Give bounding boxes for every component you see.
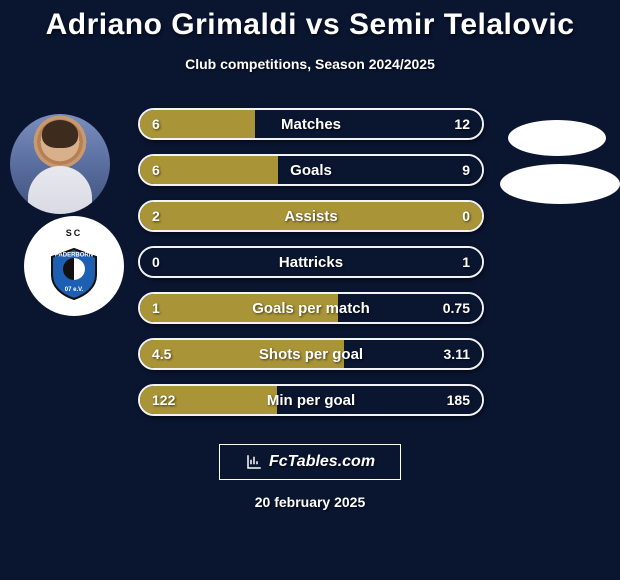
stat-value-left: 2	[152, 202, 160, 230]
page-subtitle: Club competitions, Season 2024/2025	[0, 56, 620, 72]
stat-bar-right	[140, 248, 482, 276]
stat-value-left: 1	[152, 294, 160, 322]
stat-value-right: 0.75	[443, 294, 470, 322]
stat-row: 612Matches	[138, 108, 484, 140]
club-badge-left: SC PADERBORN 07 e.V.	[24, 216, 124, 316]
stat-value-left: 6	[152, 110, 160, 138]
club-badge-sub: 07 e.V.	[65, 287, 84, 293]
stat-bar-right	[278, 156, 482, 184]
club-badge-name: PADERBORN	[55, 253, 93, 259]
comparison-infographic: Adriano Grimaldi vs Semir Telalovic Club…	[0, 0, 620, 580]
club-badge-arc-text: SC	[39, 228, 109, 238]
player-avatar-left	[10, 114, 110, 214]
page-title: Adriano Grimaldi vs Semir Telalovic	[0, 8, 620, 42]
stat-row: 10.75Goals per match	[138, 292, 484, 324]
stat-value-right: 185	[447, 386, 470, 414]
stat-value-left: 6	[152, 156, 160, 184]
chart-area: SC PADERBORN 07 e.V. 612Matches69Goals20…	[0, 108, 620, 428]
stat-row: 01Hattricks	[138, 246, 484, 278]
stat-bars: 612Matches69Goals20Assists01Hattricks10.…	[138, 108, 484, 430]
stat-row: 69Goals	[138, 154, 484, 186]
bar-chart-icon	[245, 453, 263, 471]
stat-value-left: 122	[152, 386, 175, 414]
stat-row: 122185Min per goal	[138, 384, 484, 416]
stat-value-right: 12	[454, 110, 470, 138]
footer-brand-badge: FcTables.com	[219, 444, 401, 480]
club-badge-shield-icon: PADERBORN 07 e.V.	[46, 245, 102, 301]
footer-date: 20 february 2025	[0, 494, 620, 510]
stat-bar-left	[140, 202, 484, 230]
stat-value-right: 3.11	[444, 340, 470, 368]
stat-value-left: 4.5	[152, 340, 171, 368]
footer-brand-text: FcTables.com	[269, 453, 375, 471]
player-avatar-right-placeholder	[508, 120, 606, 156]
stat-value-left: 0	[152, 248, 160, 276]
stat-row: 4.53.11Shots per goal	[138, 338, 484, 370]
stat-value-right: 9	[462, 156, 470, 184]
stat-value-right: 0	[462, 202, 470, 230]
stat-value-right: 1	[462, 248, 470, 276]
stat-row: 20Assists	[138, 200, 484, 232]
club-badge-right-placeholder	[500, 164, 620, 204]
stat-bar-left	[140, 156, 278, 184]
stat-bar-right	[255, 110, 482, 138]
stat-bar-left	[140, 294, 338, 322]
